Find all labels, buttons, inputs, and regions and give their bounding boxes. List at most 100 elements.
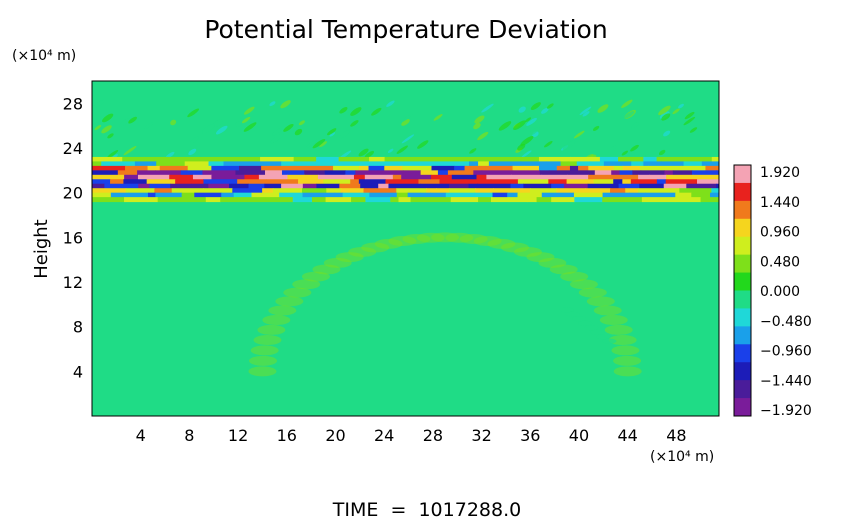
arc-cell [613, 355, 642, 366]
layer-cell [92, 179, 111, 185]
layer-cell [570, 170, 596, 176]
layer-cell [539, 170, 550, 176]
layer-cell [233, 192, 252, 198]
layer-cell [355, 170, 379, 176]
layer-cell [629, 192, 646, 198]
layer-cell [110, 192, 130, 198]
x-tick-label: 48 [666, 426, 686, 445]
wave-cell [107, 133, 114, 139]
wave-cell [386, 100, 395, 107]
layer-cell [269, 174, 288, 180]
layer-cell [664, 170, 674, 176]
layer-cell [594, 170, 612, 176]
wave-cell [526, 117, 537, 126]
layer-cell [507, 192, 519, 198]
layer-cell [449, 188, 476, 194]
layer-cell [128, 192, 149, 198]
layer-cell [385, 179, 419, 185]
arc-cell [348, 246, 377, 257]
y-tick-label: 24 [63, 139, 83, 158]
layer-cell [234, 156, 261, 162]
layer-cell [156, 161, 186, 167]
layer-cell [180, 170, 203, 176]
wave-cell [187, 108, 200, 118]
layer-cell [396, 188, 427, 194]
layer-cell [622, 165, 641, 171]
layer-cell [574, 197, 603, 203]
layer-cell [319, 161, 339, 167]
arc-cell [249, 355, 278, 366]
layer-cell [510, 183, 524, 189]
arc-cell [549, 264, 578, 275]
layer-cell [716, 170, 719, 176]
arc-cell [569, 279, 598, 290]
arc-cell [473, 236, 502, 247]
layer-cell [556, 188, 586, 194]
layer-cell [357, 161, 368, 167]
layer-cell [587, 183, 620, 189]
colorbar-swatch [734, 344, 751, 363]
colorbar-swatch [734, 218, 751, 238]
wave-cell [417, 140, 429, 149]
layer-cell [576, 161, 591, 167]
layer-cell [668, 188, 680, 194]
layer-cell [492, 192, 508, 198]
layer-cell [477, 183, 511, 189]
layer-cell [208, 161, 225, 167]
wave-cell [401, 114, 413, 123]
arc-cell [500, 242, 529, 253]
layer-cell [281, 161, 309, 167]
wave-cell [672, 108, 680, 115]
layer-cell [281, 170, 305, 176]
layer-cell [124, 197, 148, 203]
layer-cell [304, 174, 319, 180]
layer-cell [498, 156, 518, 162]
layer-cell [465, 179, 492, 185]
wave-cell [689, 127, 698, 133]
layer-cell [478, 161, 490, 167]
layer-cell [649, 174, 667, 180]
wave-cell [621, 99, 633, 108]
wave-cell [319, 141, 328, 148]
layer-cell [228, 183, 250, 189]
layer-cell [632, 170, 642, 176]
arc-cell [388, 236, 417, 247]
layer-cell [473, 170, 483, 176]
layer-cell [610, 188, 626, 194]
layer-cell [711, 156, 719, 162]
wave-cell [92, 122, 99, 132]
layer-cell [450, 197, 479, 203]
layer-cell [700, 197, 719, 203]
layer-cell [211, 165, 240, 171]
wave-cell [350, 107, 362, 116]
layer-cell [481, 170, 514, 176]
x-tick-label: 44 [618, 426, 638, 445]
layer-cell [137, 174, 170, 180]
layer-cell [630, 179, 658, 185]
layer-cell [279, 192, 303, 198]
layer-cell [439, 161, 470, 167]
layer-cell [493, 188, 520, 194]
layer-cell [618, 156, 634, 162]
layer-cell [392, 174, 402, 180]
wave-cell [94, 99, 105, 108]
wave-cell [339, 107, 348, 114]
layer-cell [548, 179, 568, 185]
layer-cell [191, 183, 209, 189]
layer-cell [363, 188, 377, 194]
arc-cell [445, 232, 474, 243]
layer-cell [566, 179, 595, 185]
layer-cell [388, 183, 421, 189]
streak-cell [578, 320, 593, 326]
layer-cell [527, 197, 538, 203]
layer-cell [563, 183, 589, 189]
layer-cell [378, 183, 389, 189]
layer-cell [420, 156, 431, 162]
layer-cell [638, 174, 650, 180]
layer-cell [451, 174, 477, 180]
layer-cell [454, 165, 466, 171]
layer-cell [447, 170, 474, 176]
arc-cell [538, 257, 567, 268]
layer-cell [333, 165, 360, 171]
layer-cell [538, 156, 571, 162]
